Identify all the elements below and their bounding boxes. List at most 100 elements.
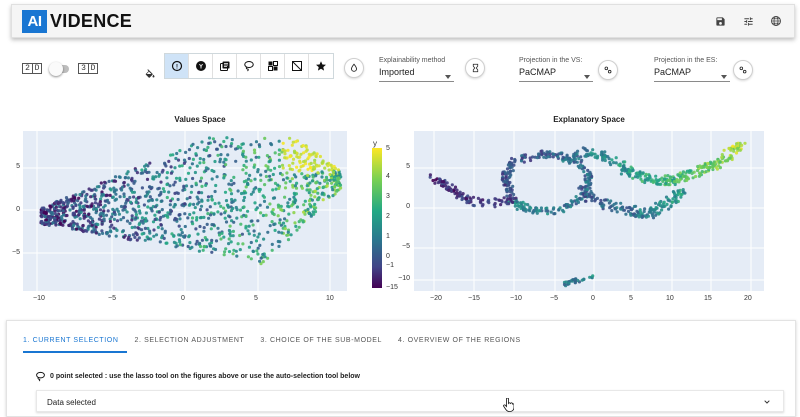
scatter-point (143, 169, 147, 173)
scatter-point (645, 176, 650, 181)
scatter-point (471, 203, 475, 207)
tab-current-selection[interactable]: 1. CURRENT SELECTION (23, 333, 127, 353)
projection-es-select[interactable]: Projection in the ES: PaCMAP (654, 57, 730, 82)
scatter-point (209, 244, 213, 248)
scatter-point (651, 214, 655, 218)
scatter-point (515, 200, 519, 204)
scatter-point (549, 210, 553, 214)
scatter-point (676, 173, 680, 177)
globe-icon[interactable] (766, 11, 786, 31)
svg-text:!: ! (176, 64, 178, 70)
scatter-point (583, 193, 587, 197)
opacity-button[interactable] (344, 58, 364, 78)
scatter-point (294, 224, 298, 228)
chevron-down-icon[interactable] (721, 75, 727, 79)
scatter-point (136, 195, 141, 200)
grid-select-icon[interactable] (261, 54, 285, 78)
scatter-point (160, 227, 164, 231)
projection-vs-select[interactable]: Projection in the VS: PaCMAP (519, 57, 593, 82)
scatter-point (654, 201, 658, 205)
layers-icon[interactable] (213, 54, 237, 78)
scatter-point (291, 140, 295, 144)
y-tick-label: −10 (398, 275, 410, 282)
dimension-switch[interactable] (49, 61, 69, 76)
scatter-point (133, 225, 137, 229)
scatter-point (261, 252, 265, 257)
scatter-point (204, 148, 208, 152)
scatter-point (643, 174, 647, 178)
tab-sub-model[interactable]: 3. CHOICE OF THE SUB-MODEL (260, 337, 383, 344)
explainability-value[interactable]: Imported (379, 67, 415, 77)
scatter-point (511, 196, 515, 200)
scatter-point (325, 181, 330, 186)
scatter-point (95, 185, 99, 189)
logo-text: VIDENCE (50, 10, 133, 31)
scatter-point (662, 205, 666, 209)
scatter-point (145, 177, 150, 181)
switch-knob[interactable] (49, 61, 63, 76)
scatter-point (309, 205, 313, 209)
scatter-point (623, 167, 627, 171)
scatter-point (304, 145, 308, 149)
hourglass-button[interactable] (465, 58, 485, 78)
scatter-point (86, 226, 90, 230)
tab-selection-adjustment[interactable]: 2. SELECTION ADJUSTMENT (134, 337, 245, 344)
scatter-point (624, 212, 628, 216)
scatter-point (268, 174, 272, 178)
vs-settings-button[interactable] (598, 60, 618, 80)
explanatory-space-scatter[interactable] (414, 131, 764, 291)
scatter-point (240, 232, 244, 236)
scatter-point (268, 224, 272, 228)
explainability-select[interactable]: Explainability method Imported (379, 57, 454, 82)
scatter-point (698, 164, 702, 168)
scatter-point (661, 179, 665, 183)
tune-icon[interactable] (738, 11, 758, 31)
scatter-point (531, 155, 535, 159)
scatter-point (308, 188, 312, 192)
scatter-point (206, 145, 210, 149)
target-icon[interactable]: Y (189, 54, 213, 78)
chevron-down-icon[interactable] (763, 398, 771, 406)
scatter-point (606, 155, 610, 159)
es-settings-button[interactable] (733, 60, 753, 80)
scatter-point (196, 146, 200, 150)
hide-icon[interactable] (285, 54, 309, 78)
lasso-icon[interactable] (237, 54, 261, 78)
explanatory-space-plot[interactable] (414, 131, 764, 291)
values-space-scatter[interactable] (23, 131, 347, 291)
scatter-point (281, 166, 285, 170)
scatter-point (465, 201, 469, 205)
scatter-point (669, 205, 673, 209)
star-icon[interactable] (309, 54, 333, 78)
scatter-point (58, 221, 62, 226)
scatter-point (88, 215, 92, 219)
scatter-point (667, 207, 671, 211)
scatter-point (252, 229, 256, 233)
scatter-point (309, 214, 313, 218)
scatter-point (505, 198, 509, 202)
explain-icon[interactable]: ! (165, 54, 189, 78)
values-space-plot[interactable] (23, 131, 347, 291)
scatter-point (112, 226, 116, 230)
scatter-point (586, 176, 590, 180)
scatter-point (295, 181, 299, 185)
chevron-down-icon[interactable] (445, 75, 451, 79)
paint-bucket-icon[interactable] (144, 68, 158, 82)
scatter-point (241, 153, 245, 157)
scatter-point (236, 242, 240, 246)
scatter-point (59, 205, 63, 209)
scatter-point (585, 152, 589, 156)
scatter-point (619, 207, 623, 211)
scatter-point (223, 190, 228, 194)
chevron-down-icon[interactable] (584, 75, 590, 79)
tab-overview-regions[interactable]: 4. OVERVIEW OF THE REGIONS (398, 337, 521, 344)
projection-es-value[interactable]: PaCMAP (654, 67, 692, 77)
scatter-point (258, 259, 262, 263)
scatter-point (89, 204, 94, 208)
scatter-point (212, 212, 216, 216)
data-selected-expander[interactable]: Data selected (36, 390, 784, 412)
scatter-point (143, 238, 147, 242)
save-icon[interactable] (710, 11, 730, 31)
projection-vs-value[interactable]: PaCMAP (519, 67, 557, 77)
